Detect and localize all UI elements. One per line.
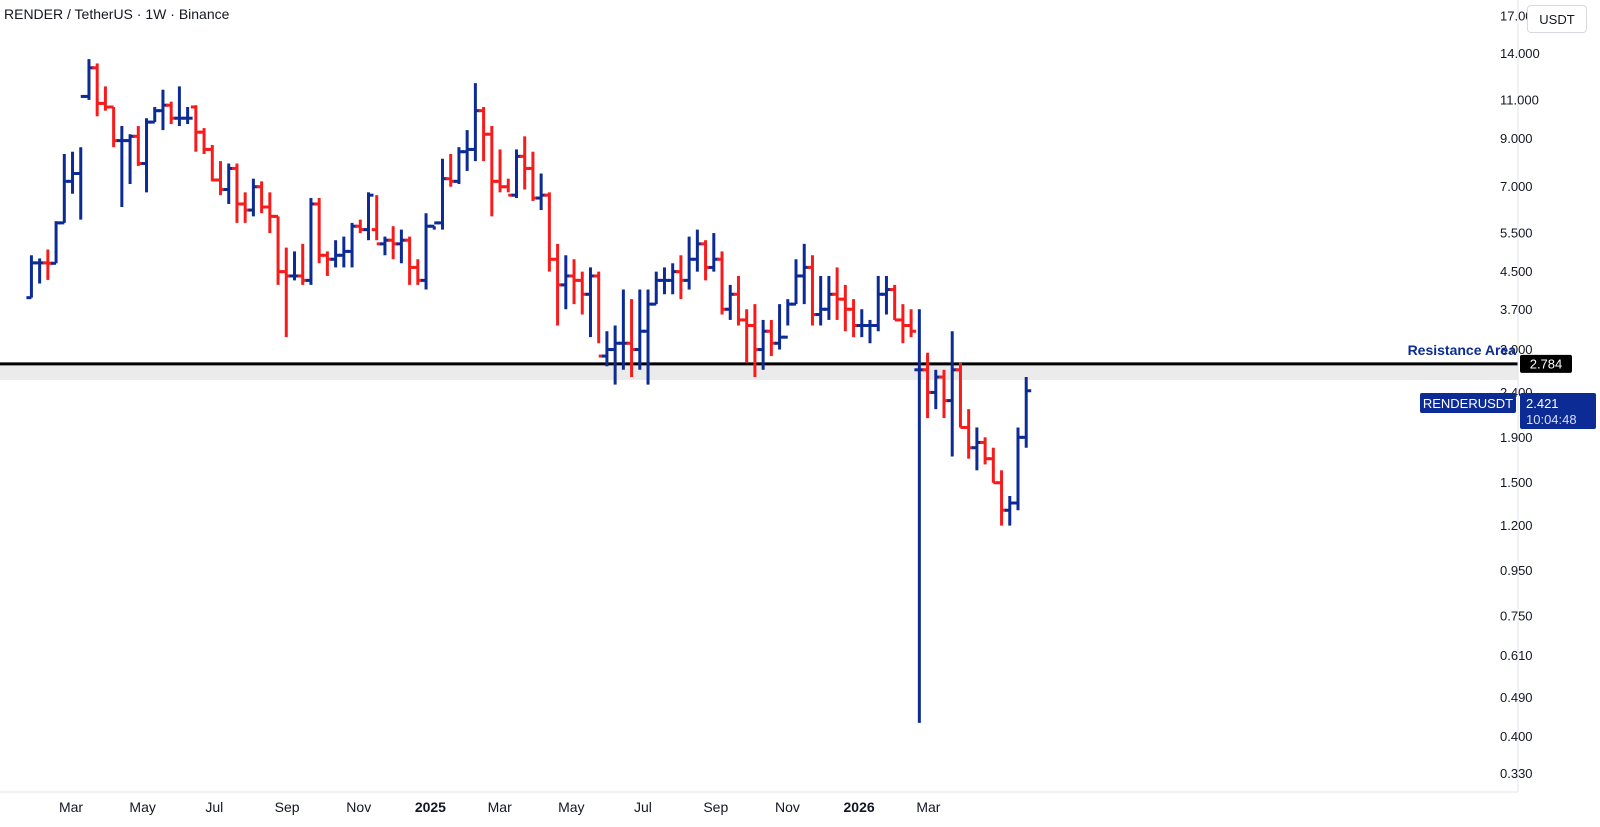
time-tick-label: Sep [275, 799, 300, 815]
price-tick-label: 0.400 [1500, 729, 1533, 744]
price-tick-label: 0.490 [1500, 690, 1533, 705]
last-price-value: 2.421 [1526, 396, 1559, 411]
time-tick-label: Jul [634, 799, 652, 815]
price-tick-label: 9.000 [1500, 131, 1533, 146]
bars-layer [26, 59, 1032, 723]
price-axis[interactable]: 0.330 0.400 0.490 0.610 0.750 0.950 1.200 1.500… [1500, 9, 1540, 781]
time-tick-label: Nov [775, 799, 800, 815]
ohlc-bar[interactable] [906, 309, 917, 338]
symbol-price-tag: RENDERUSDT 2.421 10:04:48 [1420, 393, 1596, 429]
ohlc-bar[interactable] [182, 107, 193, 125]
price-tick-label: 0.330 [1500, 766, 1533, 781]
resistance-area-label: Resistance Area [1408, 342, 1517, 358]
price-tick-label: 1.500 [1500, 475, 1533, 490]
time-tick-label: Nov [346, 799, 371, 815]
chart-title: RENDER / TetherUS · 1W · Binance [4, 6, 230, 22]
exchange-name: Binance [178, 6, 230, 22]
resistance-price-tag: 2.784 [1520, 354, 1572, 373]
bar-countdown: 10:04:48 [1526, 412, 1577, 427]
ohlc-bar[interactable] [1021, 377, 1032, 448]
time-tick-label: May [129, 799, 155, 815]
price-tick-label: 3.700 [1500, 302, 1533, 317]
time-tick-label: Sep [703, 799, 728, 815]
ohlc-bar[interactable] [363, 192, 374, 241]
price-tick-label: 1.200 [1500, 518, 1533, 533]
interval: 1W [145, 6, 167, 22]
time-tick-label: 2026 [844, 799, 875, 815]
time-tick-label: Mar [916, 799, 940, 815]
price-tick-label: 0.610 [1500, 648, 1533, 663]
price-tick-label: 0.750 [1500, 608, 1533, 623]
resistance-price-value: 2.784 [1530, 356, 1563, 371]
price-tick-label: 5.500 [1500, 226, 1533, 241]
price-tick-label: 0.950 [1500, 563, 1533, 578]
price-tick-label: 7.000 [1500, 179, 1533, 194]
time-axis[interactable]: Mar May Jul Sep Nov 2025 Mar May Jul Sep Nov 2026 Ma… [59, 799, 941, 815]
price-tick-label: 4.500 [1500, 264, 1533, 279]
time-tick-label: Jul [205, 799, 223, 815]
resistance-zone [0, 363, 1518, 381]
price-tick-label: 3.000 [1500, 342, 1533, 357]
currency-unit-button[interactable]: USDT [1527, 5, 1587, 33]
time-tick-label: 2025 [415, 799, 446, 815]
time-tick-label: May [558, 799, 584, 815]
symbol-tag: RENDERUSDT [1423, 396, 1513, 411]
time-tick-label: Mar [59, 799, 83, 815]
time-tick-label: Mar [488, 799, 512, 815]
price-tick-label: 14.000 [1500, 46, 1540, 61]
plot-area[interactable] [0, 0, 1518, 792]
symbol-name: RENDER / TetherUS [4, 6, 133, 22]
price-tick-label: 1.900 [1500, 430, 1533, 445]
price-tick-label: 11.000 [1500, 92, 1539, 107]
